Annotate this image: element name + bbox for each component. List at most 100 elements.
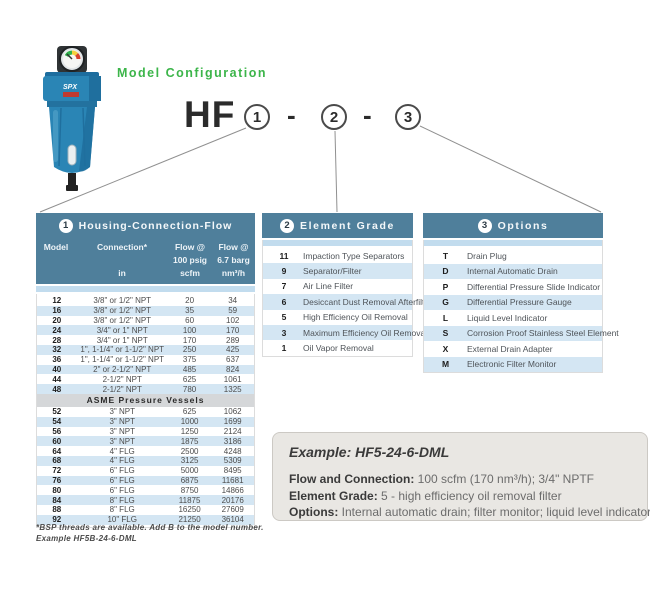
badge-2-icon: 2: [280, 218, 295, 233]
cell-flow-scfm: 60: [185, 315, 195, 325]
grade-description: Maximum Efficiency Oil Removal: [303, 327, 428, 338]
table-row: 24 3/4" or 1" NPT 100 170: [37, 325, 254, 336]
example-lines: Flow and Connection: 100 scfm (170 nm³/h…: [289, 471, 650, 521]
badge-3-icon: 3: [477, 218, 492, 233]
divider-strip: [263, 240, 412, 246]
cell-model: 32: [52, 345, 62, 355]
option-description: Differential Pressure Gauge: [467, 297, 572, 308]
cell-connection: 10" FLG: [107, 515, 137, 525]
cell-flow-scfm: 485: [182, 364, 197, 374]
table-row: 92 10" FLG 21250 36104: [37, 514, 254, 525]
cell-flow-nm3h: 102: [226, 315, 240, 325]
table-row: 84 8" FLG 11875 20176: [37, 495, 254, 505]
cell-connection: 3/8" or 1/2" NPT: [93, 315, 152, 325]
list-item: P Differential Pressure Slide Indicator: [424, 279, 602, 295]
cell-flow-nm3h: 11681: [221, 475, 244, 485]
housing-col-header: Flow @ 6.7 barg nm³/h: [212, 238, 255, 280]
list-item: 3 Maximum Efficiency Oil Removal: [263, 324, 427, 341]
cell-connection: 1", 1-1/4" or 1-1/2" NPT: [80, 345, 165, 355]
model-dash: -: [363, 100, 372, 130]
option-code: G: [442, 297, 449, 308]
option-description: Drain Plug: [467, 250, 507, 261]
grade-rows: 11 Impaction Type Separators 9 Separator/Fi…: [263, 248, 432, 356]
cell-flow-nm3h: 27609: [221, 505, 244, 515]
table-row: 20 3/8" or 1/2" NPT 60 102: [37, 316, 254, 326]
cell-connection: 2-1/2" NPT: [102, 384, 142, 394]
option-description: Differential Pressure Slide Indicator: [467, 281, 601, 292]
col-header-line: [55, 254, 57, 267]
housing-col-header: Flow @ 100 psig scfm: [168, 238, 212, 280]
list-item: 11 Impaction Type Separators: [263, 248, 412, 263]
brand-logo: SPX: [63, 84, 78, 91]
example-line-label: Element Grade:: [289, 488, 378, 503]
cell-connection: 3/8" or 1/2" NPT: [93, 306, 152, 316]
housing-table-body: 12 3/8" or 1/2" NPT 20 34 16 3/8" or 1/2" NPT…: [36, 294, 255, 528]
col-header-line: Flow @: [218, 242, 249, 252]
cell-connection: 6" FLG: [109, 485, 135, 495]
table-row: 72 6" FLG 5000 8495: [37, 466, 254, 476]
cell-flow-nm3h: 2124: [223, 426, 242, 436]
grade-table-title: Element Grade: [300, 219, 395, 232]
example-line-value: 100 scfm (170 nm³/h); 3/4" NPTF: [417, 472, 594, 486]
list-item: 1 Oil Vapor Removal: [263, 340, 412, 355]
col-header-line: Model: [43, 242, 69, 252]
model-dash: -: [287, 100, 296, 130]
cell-flow-scfm: 5000: [180, 466, 199, 476]
cell-model: 12: [52, 296, 62, 306]
grade-description: Separator/Filter: [303, 266, 362, 277]
example-line-value: Internal automatic drain; filter monitor…: [341, 505, 650, 519]
option-description: Electronic Filter Monitor: [467, 359, 557, 370]
table-row: 76 6" FLG 6875 11681: [37, 475, 254, 486]
col-header-line: [121, 254, 123, 267]
cell-connection: 3/8" or 1/2" NPT: [93, 296, 152, 306]
cell-model: 28: [52, 335, 62, 345]
option-code: P: [442, 281, 449, 292]
cell-model: 72: [52, 466, 62, 476]
cell-connection: 3" NPT: [109, 407, 135, 417]
cell-model: 60: [52, 436, 62, 446]
col-header-line: 6.7 barg: [217, 255, 250, 265]
gauge-yellow-zone: [71, 50, 79, 56]
cell-flow-nm3h: 1325: [223, 384, 242, 394]
cell-flow-scfm: 1000: [180, 417, 199, 427]
col-header-line: [55, 267, 57, 280]
cell-connection: 2-1/2" NPT: [102, 374, 142, 384]
cell-flow-scfm: 3125: [180, 456, 199, 466]
grade-code: 7: [281, 281, 287, 292]
option-description: Liquid Level Indicator: [467, 312, 548, 323]
model-part-2-circle: 2: [321, 104, 347, 130]
option-code: L: [442, 312, 449, 323]
cell-model: 44: [52, 374, 62, 384]
list-item: G Differential Pressure Gauge: [424, 294, 602, 310]
cell-flow-scfm: 21250: [178, 515, 201, 525]
table-row: 44 2-1/2" NPT 625 1061: [37, 374, 254, 384]
sight-glass: [67, 144, 77, 166]
option-description: Corrosion Proof Stainless Steel Element: [467, 328, 619, 339]
model-prefix: HF: [184, 94, 236, 135]
example-line-label: Flow and Connection:: [289, 472, 415, 486]
table-row: 60 3" NPT 1875 3186: [37, 436, 254, 447]
options-rows: T Drain Plug D Internal Automatic Drain P Dif…: [424, 248, 619, 372]
cell-model: 48: [52, 384, 62, 394]
filter-head: [43, 76, 101, 101]
list-item: T Drain Plug: [424, 248, 602, 264]
grade-description: Oil Vapor Removal: [303, 343, 374, 354]
example-line-value: 5 - high efficiency oil removal filter: [381, 488, 562, 503]
element-grade-table: 2 Element Grade 11 Impaction Type Separat…: [262, 213, 432, 357]
table-row: 32 1", 1-1/4" or 1-1/2" NPT 250 425: [37, 344, 254, 355]
product-label: [63, 92, 79, 97]
cell-flow-nm3h: 637: [226, 355, 240, 365]
cell-model: 40: [52, 364, 62, 374]
example-line: Flow and Connection: 100 scfm (170 nm³/h…: [289, 471, 631, 488]
cell-flow-nm3h: 5309: [223, 456, 242, 466]
cell-connection: 8" FLG: [109, 495, 135, 505]
option-description: Internal Automatic Drain: [467, 266, 558, 277]
cell-flow-scfm: 375: [182, 355, 197, 365]
option-code: D: [442, 266, 449, 277]
example-line: Options: Internal automatic drain; filte…: [289, 504, 650, 521]
cell-flow-scfm: 625: [182, 407, 197, 417]
asme-section-band: ASME Pressure Vessels: [37, 393, 254, 407]
footnote-line-2: Example HF5B-24-6-DML: [36, 533, 137, 543]
table-row: 12 3/8" or 1/2" NPT 20 34: [37, 296, 254, 306]
